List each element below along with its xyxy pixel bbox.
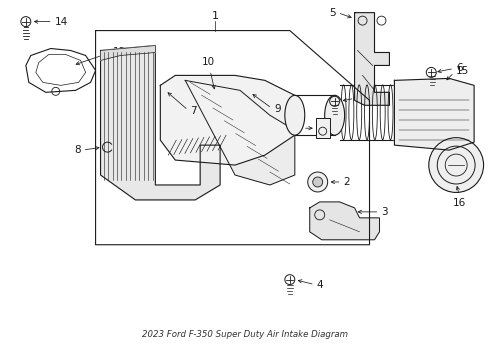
Text: 12: 12 — [357, 93, 370, 103]
Circle shape — [313, 177, 323, 187]
Text: 16: 16 — [453, 198, 466, 208]
Bar — [316, 118, 330, 138]
Text: 3: 3 — [382, 207, 388, 217]
Text: 6: 6 — [456, 63, 463, 73]
Ellipse shape — [325, 95, 344, 135]
Text: 10: 10 — [201, 58, 215, 67]
Text: 1: 1 — [212, 11, 219, 21]
Circle shape — [308, 172, 328, 192]
Polygon shape — [160, 75, 295, 165]
Polygon shape — [100, 45, 155, 60]
Text: 2023 Ford F-350 Super Duty Air Intake Diagram: 2023 Ford F-350 Super Duty Air Intake Di… — [142, 330, 348, 339]
Polygon shape — [394, 78, 474, 150]
Text: 9: 9 — [274, 104, 280, 114]
Text: 8: 8 — [74, 145, 81, 155]
Text: 11: 11 — [288, 124, 301, 134]
Text: 15: 15 — [456, 67, 469, 76]
Text: 13: 13 — [113, 48, 126, 58]
Text: 4: 4 — [317, 280, 323, 289]
Text: 2: 2 — [343, 177, 350, 187]
Ellipse shape — [285, 95, 305, 135]
Polygon shape — [100, 45, 220, 200]
Polygon shape — [355, 13, 390, 105]
Polygon shape — [310, 202, 379, 240]
Text: 5: 5 — [329, 8, 336, 18]
Text: 14: 14 — [55, 17, 68, 27]
Polygon shape — [185, 80, 295, 185]
Text: 7: 7 — [190, 106, 197, 116]
Ellipse shape — [429, 138, 484, 193]
